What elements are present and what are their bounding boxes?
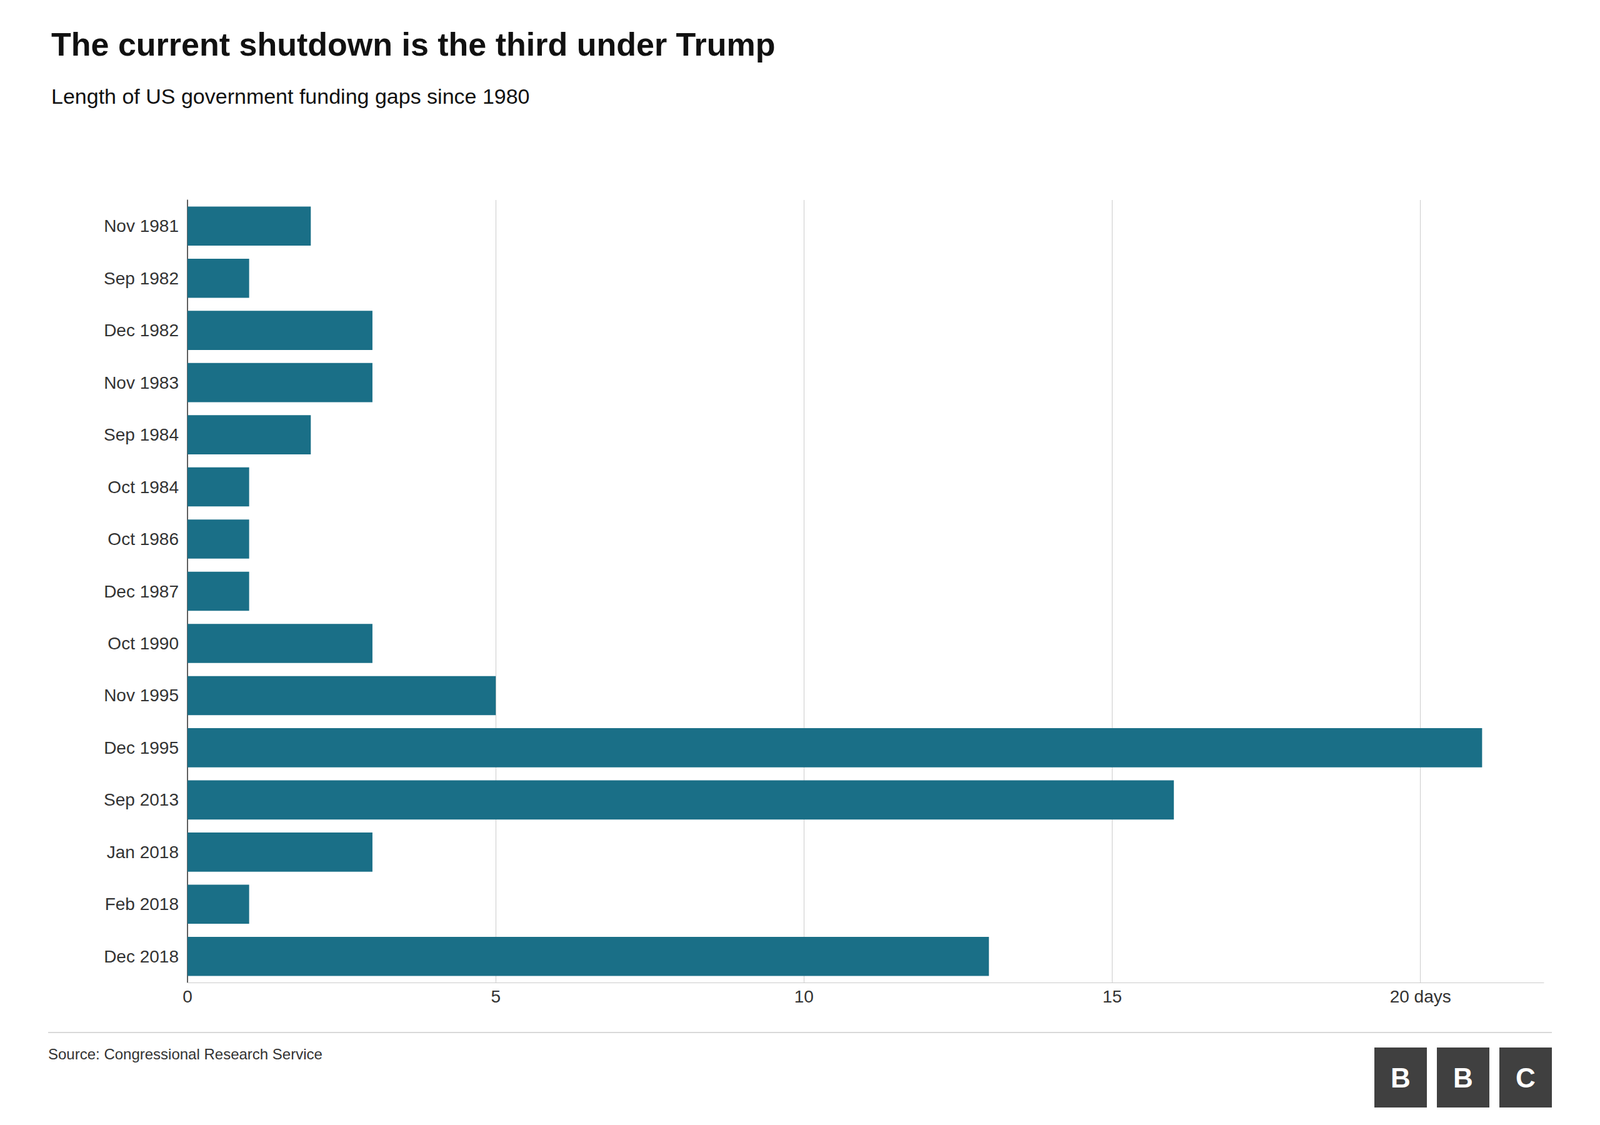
svg-text:B: B <box>1453 1062 1474 1094</box>
svg-text:Nov 1981: Nov 1981 <box>103 216 179 236</box>
svg-text:0: 0 <box>182 986 193 1007</box>
svg-text:C: C <box>1515 1062 1536 1094</box>
svg-text:10: 10 <box>794 986 814 1007</box>
svg-text:Dec 1987: Dec 1987 <box>103 581 179 602</box>
svg-text:Source: Congressional Research: Source: Congressional Research Service <box>48 1045 323 1063</box>
svg-text:Dec 2018: Dec 2018 <box>103 946 179 967</box>
svg-text:Nov 1995: Nov 1995 <box>103 685 179 705</box>
svg-text:15: 15 <box>1102 986 1122 1007</box>
svg-text:Dec 1982: Dec 1982 <box>103 320 179 340</box>
svg-text:The current shutdown is the th: The current shutdown is the third under … <box>51 26 775 63</box>
svg-text:Jan 2018: Jan 2018 <box>106 842 179 862</box>
svg-text:Dec 1995: Dec 1995 <box>103 738 179 758</box>
svg-text:Length of US government fundin: Length of US government funding gaps sin… <box>51 84 530 109</box>
svg-text:20 days: 20 days <box>1390 986 1452 1007</box>
svg-text:Nov 1983: Nov 1983 <box>103 373 179 393</box>
svg-text:Sep 1984: Sep 1984 <box>103 425 179 445</box>
svg-text:Sep 2013: Sep 2013 <box>103 790 179 810</box>
svg-text:Oct 1990: Oct 1990 <box>107 633 179 654</box>
svg-text:Oct 1986: Oct 1986 <box>107 529 179 549</box>
svg-text:Oct 1984: Oct 1984 <box>107 477 179 497</box>
svg-text:5: 5 <box>490 986 501 1007</box>
svg-text:Feb 2018: Feb 2018 <box>105 894 179 914</box>
svg-text:B: B <box>1390 1062 1411 1094</box>
svg-text:Sep 1982: Sep 1982 <box>103 268 179 289</box>
